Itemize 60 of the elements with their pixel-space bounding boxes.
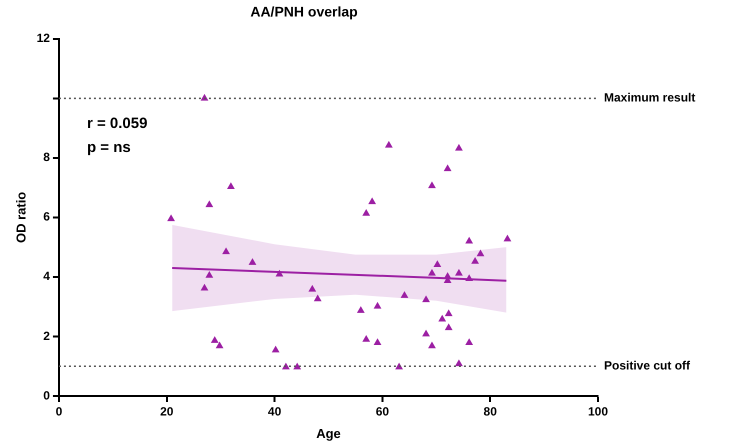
- y-tick-label: 4: [43, 269, 50, 284]
- point: [428, 182, 436, 188]
- y-axis-title: OD ratio: [13, 192, 28, 244]
- point: [374, 338, 382, 345]
- point: [455, 360, 462, 366]
- point: [314, 294, 322, 302]
- point: [362, 210, 370, 216]
- point: [211, 336, 218, 343]
- point: [362, 335, 370, 342]
- y-tick-label: 6: [43, 210, 50, 224]
- point: [168, 214, 175, 222]
- ref-line-label: Positive cut off: [604, 358, 692, 373]
- point: [385, 141, 392, 148]
- point: [227, 182, 234, 189]
- point: [466, 274, 473, 281]
- point: [438, 315, 446, 322]
- y-tick-label: 2: [43, 328, 50, 343]
- y-tick-label: 0: [43, 388, 50, 402]
- x-tick-label: 40: [268, 404, 282, 419]
- x-tick-label: 0: [56, 404, 63, 419]
- x-tick-label: 100: [588, 404, 608, 419]
- point: [200, 284, 208, 290]
- point: [216, 342, 224, 348]
- point: [428, 342, 436, 348]
- point: [357, 306, 364, 313]
- point: [455, 144, 462, 151]
- point: [466, 338, 473, 345]
- point: [222, 248, 230, 254]
- point: [374, 302, 382, 309]
- point: [206, 200, 213, 208]
- point: [444, 164, 452, 172]
- point: [294, 363, 301, 370]
- point: [445, 324, 452, 330]
- ref-line-label: Maximum result: [604, 90, 696, 105]
- point: [272, 346, 280, 352]
- point: [504, 235, 511, 242]
- annotation: r = 0.059: [86, 114, 148, 132]
- x-tick-label: 60: [376, 404, 390, 419]
- y-tick-label: 12: [36, 31, 50, 46]
- x-tick-label: 20: [160, 404, 174, 419]
- point: [466, 237, 473, 244]
- point: [434, 260, 441, 267]
- point: [400, 292, 408, 298]
- point: [308, 285, 316, 292]
- x-tick-label: 80: [484, 404, 498, 419]
- point: [248, 258, 256, 265]
- annotation: p = ns: [86, 138, 131, 156]
- point: [422, 330, 430, 336]
- x-axis-title: Age: [316, 426, 341, 441]
- point: [276, 270, 283, 277]
- point: [428, 269, 436, 276]
- point: [445, 310, 452, 316]
- y-tick-label: 8: [43, 150, 50, 164]
- point: [206, 271, 213, 278]
- point: [472, 257, 479, 264]
- point: [455, 269, 462, 276]
- chart-title: AA/PNH overlap: [250, 3, 358, 20]
- point: [422, 296, 430, 302]
- point: [476, 250, 484, 256]
- point: [368, 198, 376, 204]
